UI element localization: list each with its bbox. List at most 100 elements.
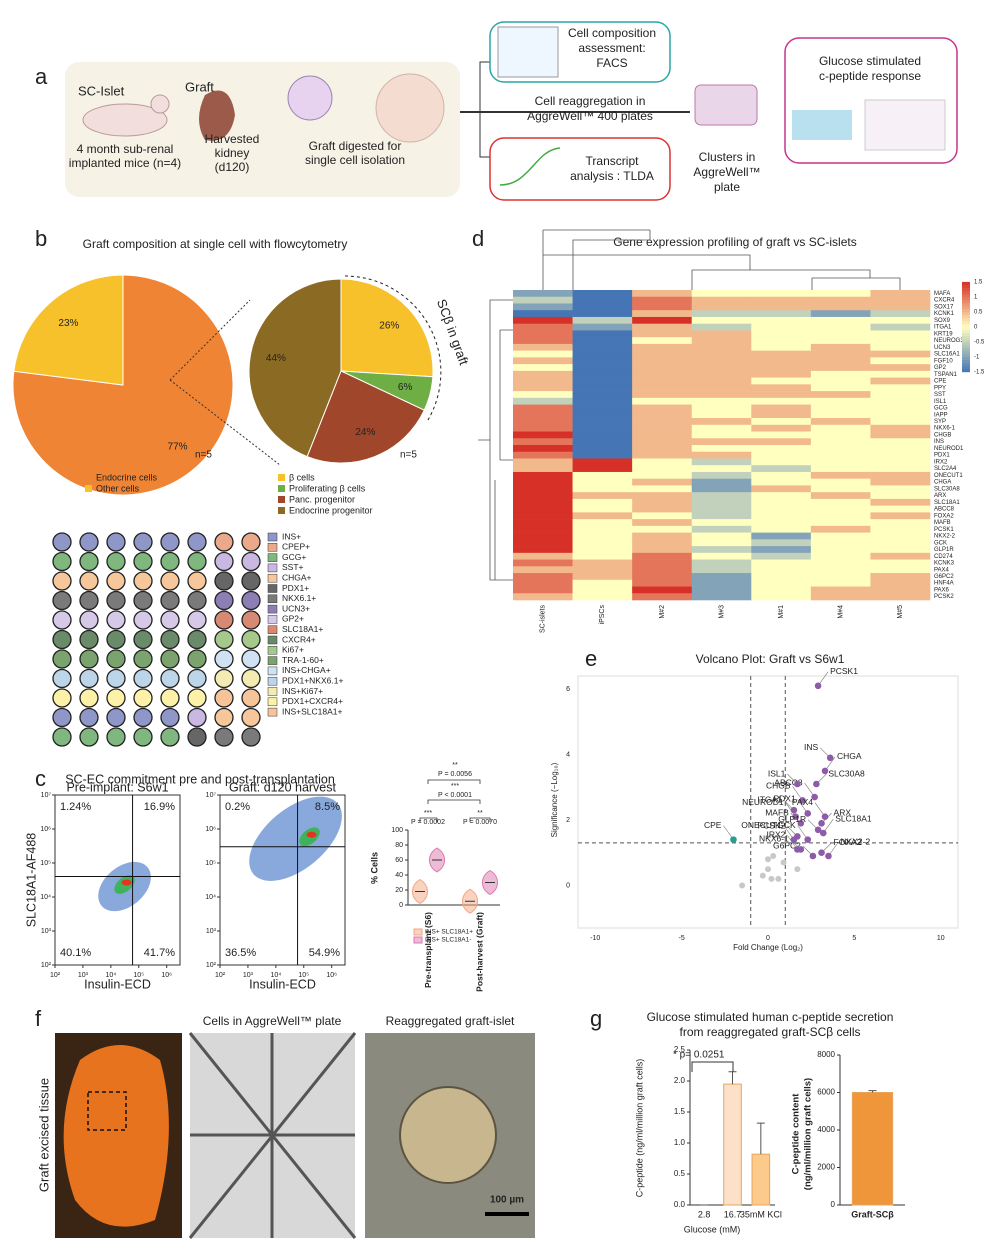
tlda-thumbnail [499,147,561,186]
panel-title: Gene expression profiling of graft vs SC… [613,235,856,249]
heatmap-cell [870,316,931,324]
gene-label: IRX2 [934,459,948,465]
heatmap-cell [632,310,693,318]
heatmap-cell [810,586,871,594]
heatmap-cell [870,519,931,527]
heatmap-cell [870,391,931,399]
marker-circle [187,727,207,747]
heatmap-cell [870,343,931,351]
heatmap-cell [513,586,573,594]
colorbar-step [962,347,970,352]
heatmap-cell [513,559,573,567]
annotation: *** [451,783,459,790]
legend-entry: INS+Ki67+ [282,686,323,696]
digest-icon [287,75,333,121]
legend-swatch [278,507,285,514]
marker-circle [187,688,207,708]
point [825,852,832,860]
heatmap-cell [810,337,871,345]
heatmap-cell [751,404,812,412]
label: analysis : TLDA [570,169,654,183]
heatmap-cell [751,525,812,533]
heatmap-cell [691,330,752,338]
heatmap-cell [751,492,812,500]
y-tick-label: 2.5 [674,1045,686,1054]
marker-circle [79,551,99,572]
marker-circle [187,707,207,728]
marker-circle [106,727,126,747]
gene-label: SLC16A1 [934,352,960,358]
pie-slice [306,370,425,464]
heatmap-cell [810,303,871,311]
marker-circle [106,629,126,650]
label: SCβ in graft [434,297,472,367]
legend-swatch [267,697,278,707]
y-tick-label: 1.5 [674,1107,686,1116]
y-tick-label: 10⁵ [205,860,216,867]
pie-slice [340,278,434,378]
point [797,846,805,853]
marker-circle [52,629,72,650]
gene-label: MAFB [934,520,951,526]
legend-swatch [267,707,278,717]
heatmap-cell [870,532,931,540]
marker-circle [133,610,153,630]
gene-label: GP2 [934,365,947,371]
heatmap-cell [810,552,871,560]
point-label: PCSK1 [830,666,858,676]
y-tick-label: 10⁷ [41,792,52,799]
x-tick-label: 5 [852,935,856,942]
heatmap-cell [870,573,931,581]
heatmap-cell [751,290,812,298]
heatmap-cell [870,471,931,479]
marker-circle [241,649,261,669]
heatmap-cell [751,471,812,479]
heatmap-cell [632,364,693,372]
point [775,875,782,882]
heatmap-cell [691,411,752,419]
point [768,875,775,882]
marker-circle [214,707,234,728]
heatmap-cell [810,370,871,378]
heatmap-cell [632,418,693,426]
heatmap-cell [632,296,693,304]
marker-circle [79,727,99,747]
heatmap-cell [870,296,931,304]
heatmap-cell [751,445,812,453]
legend-entry: INS+ SLC18A1- [425,937,471,944]
heatmap-cell [751,411,812,419]
y-tick-label: 60 [395,857,403,864]
heatmap-cell [810,411,871,419]
marker-circle [52,668,72,689]
heatmap-cell [810,573,871,581]
heatmap-cell [572,465,633,473]
heatmap-cell [870,438,931,446]
heatmap-cell [691,343,752,351]
heatmap-cell [691,586,752,594]
x-tick-label: 10² [50,972,61,979]
gene-label: G6PC2 [934,574,954,580]
heatmap-cell [572,438,633,446]
annotation: P < 0.0001 [438,792,472,799]
heatmap-cell [751,424,812,432]
legend-entry: Proliferating β cells [289,483,366,493]
gene-label: CXCR4 [934,298,955,304]
marker-circle [79,610,99,630]
heatmap-cell [810,316,871,324]
marker-circle [52,532,72,552]
legend-entry: Other cells [96,483,140,493]
gene-label: PDX1 [934,453,950,459]
heatmap-cell [870,445,931,453]
heatmap-cell [691,357,752,365]
legend-swatch [267,646,278,655]
label: plate [714,180,740,194]
label: implanted mice (n=4) [69,156,181,170]
heatmap-cell [870,465,931,473]
facs-thumbnail [497,26,559,78]
heatmap-cell [870,384,931,392]
heatmap-cell [632,411,693,419]
heatmap-cell [870,330,931,338]
point [818,819,825,827]
heatmap-cell [691,296,752,304]
label: assessment: [578,41,645,55]
